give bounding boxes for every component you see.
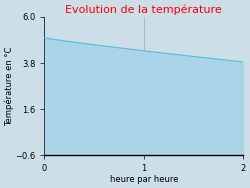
Y-axis label: Température en °C: Température en °C bbox=[4, 46, 14, 126]
X-axis label: heure par heure: heure par heure bbox=[110, 175, 178, 184]
Title: Evolution de la température: Evolution de la température bbox=[66, 4, 222, 15]
